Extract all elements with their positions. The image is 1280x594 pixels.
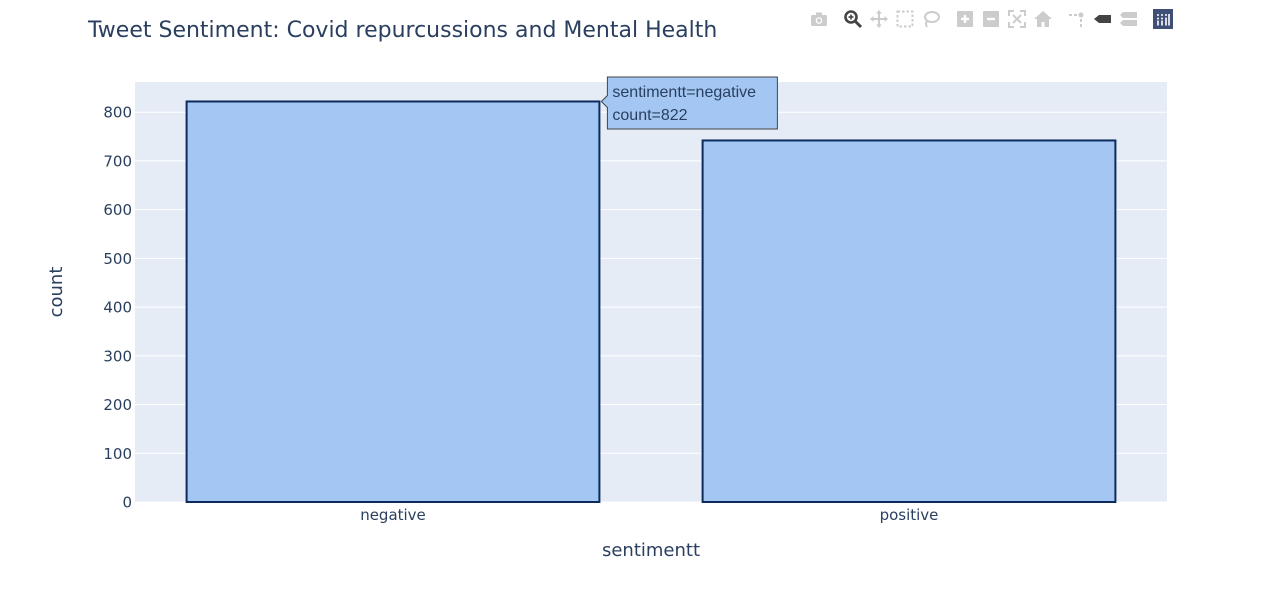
zoom-out-icon[interactable] xyxy=(978,7,1004,31)
y-tick-label: 300 xyxy=(103,347,132,365)
chart-title: Tweet Sentiment: Covid repurcussions and… xyxy=(88,18,718,43)
autoscale-icon[interactable] xyxy=(1004,7,1030,31)
camera-icon[interactable] xyxy=(806,7,832,31)
y-tick-label: 700 xyxy=(103,152,132,170)
lasso-icon[interactable] xyxy=(918,7,944,31)
bar-positive[interactable] xyxy=(701,139,1117,503)
x-tick-label: positive xyxy=(880,506,939,524)
y-tick-label: 600 xyxy=(103,201,132,219)
spike-lines-icon[interactable] xyxy=(1064,7,1090,31)
x-tick-label: negative xyxy=(360,506,426,524)
y-tick-label: 0 xyxy=(122,494,132,512)
hover-label-line-1: sentimentt=negative xyxy=(612,84,756,101)
y-axis-title: count xyxy=(46,267,67,318)
y-tick-label: 100 xyxy=(103,445,132,463)
box-select-icon[interactable] xyxy=(892,7,918,31)
reset-axes-icon[interactable] xyxy=(1030,7,1056,31)
y-tick-label: 800 xyxy=(103,104,132,122)
hover-label-box xyxy=(600,76,778,130)
pan-icon[interactable] xyxy=(866,7,892,31)
hover-label-line-2: count=822 xyxy=(612,107,687,124)
x-axis-title: sentimentt xyxy=(602,540,700,561)
y-tick-label: 500 xyxy=(103,250,132,268)
y-tick-label: 200 xyxy=(103,396,132,414)
bar-negative[interactable] xyxy=(185,100,601,503)
plotly-logo-icon[interactable] xyxy=(1150,7,1176,31)
hover-label: sentimentt=negative count=822 xyxy=(600,76,778,130)
zoom-in-icon[interactable] xyxy=(952,7,978,31)
hover-compare-icon[interactable] xyxy=(1116,7,1142,31)
modebar xyxy=(806,6,1176,32)
y-tick-label: 400 xyxy=(103,299,132,317)
zoom-icon[interactable] xyxy=(840,7,866,31)
hover-closest-icon[interactable] xyxy=(1090,7,1116,31)
